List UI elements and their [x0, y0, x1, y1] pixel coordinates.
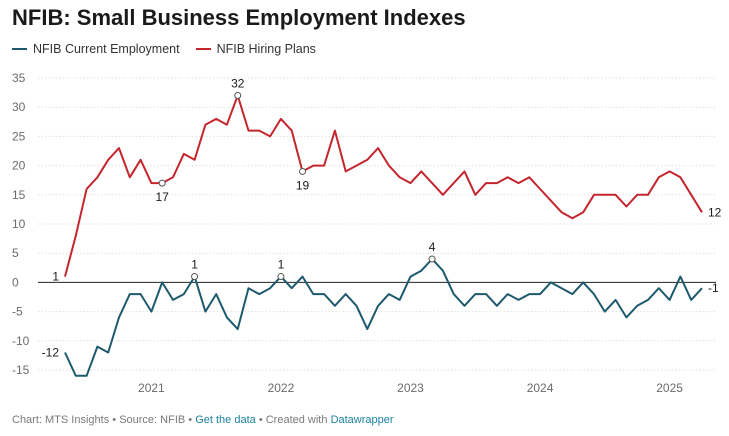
y-tick-label: -5 — [12, 305, 23, 319]
series-line-hiring-plans — [64, 94, 703, 277]
footer-credit: Chart: MTS Insights — [12, 414, 110, 426]
chart-title: NFIB: Small Business Employment Indexes — [12, 5, 466, 30]
data-label: -1 — [708, 281, 719, 295]
data-label: 1 — [191, 258, 198, 272]
data-label: 12 — [708, 205, 722, 219]
x-tick-label: 2022 — [268, 381, 295, 395]
y-tick-label: 20 — [12, 159, 26, 173]
annotation-marker — [428, 255, 436, 263]
footer-sep-3: • — [258, 414, 263, 426]
data-label: 19 — [296, 178, 310, 192]
y-tick-label: 5 — [12, 246, 19, 260]
legend-label-current-employment: NFIB Current Employment — [33, 42, 180, 56]
data-label: 32 — [231, 77, 245, 91]
data-label: 4 — [429, 240, 436, 254]
legend-item-hiring-plans: NFIB Hiring Plans — [195, 42, 316, 56]
footer-created-with: Created with — [265, 414, 328, 426]
x-tick-label: 2023 — [397, 381, 424, 395]
y-tick-label: -15 — [12, 363, 30, 377]
y-tick-label: 25 — [12, 129, 26, 143]
footer-sep-2: • — [188, 414, 193, 426]
y-tick-label: 30 — [12, 100, 26, 114]
get-data-link[interactable]: Get the data — [195, 414, 256, 426]
legend-swatch-current-employment — [12, 47, 27, 51]
datawrapper-link[interactable]: Datawrapper — [330, 414, 394, 426]
y-tick-label: -10 — [12, 334, 30, 348]
annotation-marker — [234, 92, 242, 100]
annotation-marker — [277, 273, 285, 281]
line-chart: 35 30 25 20 15 10 5 0 -5 -10 -15 2021 2022 2023 2024 20… — [12, 71, 722, 395]
annotation-marker — [158, 179, 166, 187]
y-tick-label: 15 — [12, 188, 26, 202]
x-tick-label: 2021 — [138, 381, 165, 395]
footer-sep-1: • — [112, 414, 117, 426]
y-tick-label: 10 — [12, 217, 26, 231]
legend-item-current-employment: NFIB Current Employment — [12, 42, 180, 56]
legend: NFIB Current Employment NFIB Hiring Plan… — [12, 42, 316, 56]
data-label: -12 — [42, 345, 60, 359]
footer: Chart: MTS Insights • Source: NFIB • Get… — [12, 414, 394, 426]
legend-label-hiring-plans: NFIB Hiring Plans — [216, 42, 316, 56]
y-tick-label: 0 — [12, 275, 19, 289]
data-label: 1 — [278, 258, 285, 272]
series-line-current-employment — [64, 258, 703, 377]
data-label: 1 — [52, 270, 59, 284]
y-tick-label: 35 — [12, 71, 26, 85]
x-tick-label: 2025 — [656, 381, 683, 395]
data-label: 17 — [155, 190, 169, 204]
footer-source: Source: NFIB — [119, 414, 186, 426]
x-tick-label: 2024 — [527, 381, 554, 395]
legend-swatch-hiring-plans — [195, 47, 211, 51]
annotation-marker — [191, 273, 199, 281]
annotation-marker — [299, 167, 307, 175]
